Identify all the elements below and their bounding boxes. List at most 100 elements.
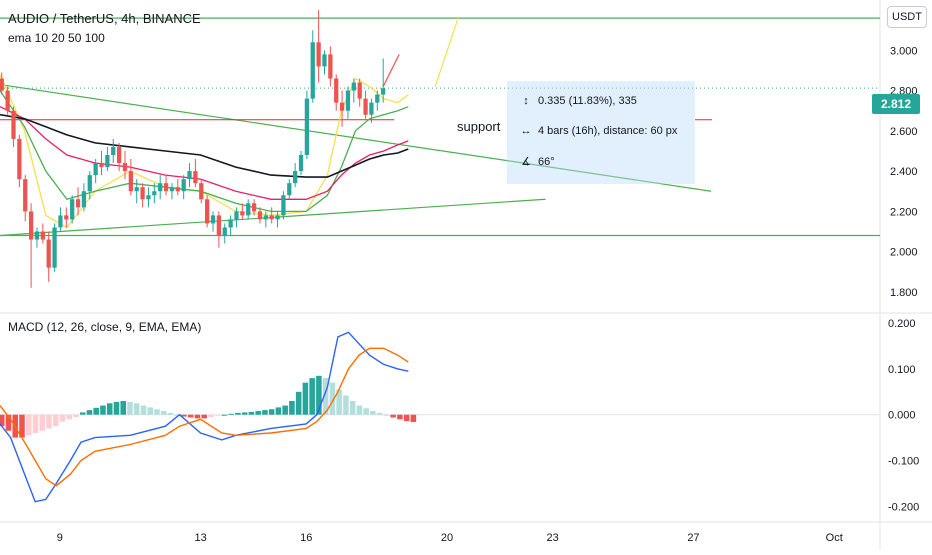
candle-body — [269, 215, 274, 220]
candle-body — [181, 179, 186, 192]
candle-body — [0, 78, 4, 91]
macd-histogram-bar — [241, 412, 248, 415]
candle-body — [357, 82, 362, 99]
macd-histogram-bar — [160, 411, 167, 415]
candle-body — [246, 203, 251, 216]
candle-body — [322, 54, 327, 67]
candle-body — [257, 211, 263, 220]
candle-body — [152, 191, 157, 196]
macd-histogram-bar — [295, 391, 302, 415]
ema-line — [0, 113, 409, 178]
macd-histogram-bar — [113, 401, 120, 415]
measure-angle-row: ∡ 66° — [519, 155, 555, 168]
candle-body — [175, 187, 180, 192]
signal-line — [0, 347, 409, 487]
candle-body — [216, 215, 222, 236]
candle-body — [158, 183, 163, 192]
time-tick-label: 23 — [547, 532, 559, 544]
macd-histogram-bar — [25, 414, 32, 436]
time-tick-label: 20 — [441, 532, 453, 544]
price-tick-label: 2.600 — [890, 126, 918, 138]
candle-body — [146, 195, 151, 200]
candle-body — [75, 199, 81, 208]
candle-body — [251, 203, 257, 212]
macd-histogram-bar — [73, 414, 79, 417]
angle-icon: ∡ — [521, 156, 531, 168]
macd-histogram-bar — [370, 411, 376, 415]
macd-histogram-bar — [343, 395, 349, 415]
macd-pane — [0, 331, 880, 503]
candle-body — [228, 219, 233, 228]
macd-histogram-bar — [0, 414, 5, 427]
measure-bars-row: ↔ 4 bars (16h), distance: 60 px — [519, 125, 678, 137]
candle-body — [64, 215, 69, 220]
price-tick-label: 2.000 — [890, 247, 918, 259]
macd-histogram-bar — [268, 409, 275, 415]
macd-histogram-bar — [397, 414, 403, 420]
candle-body — [281, 195, 286, 216]
candle-body — [23, 179, 28, 212]
candle-body — [5, 90, 10, 111]
macd-line — [0, 331, 409, 503]
macd-legend[interactable]: MACD (12, 26, close, 9, EMA, EMA) — [8, 320, 202, 334]
price-tick-label: 2.400 — [890, 166, 918, 178]
candle-body — [210, 215, 216, 224]
support-label[interactable]: support — [457, 119, 501, 134]
macd-histogram-bar — [32, 414, 39, 434]
candle-body — [163, 183, 169, 192]
macd-histogram-bar — [140, 405, 147, 415]
candle-body — [369, 102, 374, 115]
candle-body — [275, 215, 280, 220]
vertical-range-icon: ↕ — [523, 95, 529, 107]
candle-body — [140, 187, 145, 200]
candle-body — [375, 94, 380, 103]
measure-bars-text: 4 bars (16h), distance: 60 px — [538, 125, 678, 137]
macd-histogram-bar — [282, 405, 288, 415]
current-price-badge: 2.812 — [872, 94, 920, 114]
macd-histogram-bar — [5, 414, 12, 431]
candle-body — [310, 42, 315, 99]
measure-tool-box[interactable]: ↕ 0.335 (11.83%), 335 ↔ 4 bars (16h), dist… — [507, 81, 695, 184]
candle-body — [81, 191, 87, 208]
candle-body — [128, 171, 133, 192]
macd-histogram-bar — [255, 411, 261, 415]
candle-body — [298, 154, 304, 172]
macd-histogram-bar — [39, 414, 46, 431]
candle-body — [34, 231, 40, 240]
macd-histogram-bar — [228, 413, 234, 415]
candle-body — [316, 42, 321, 67]
currency-button[interactable]: USDT — [887, 6, 927, 28]
measure-price-row: ↕ 0.335 (11.83%), 335 — [519, 95, 637, 107]
macd-histogram-bar — [120, 400, 126, 415]
macd-histogram-bar — [133, 403, 140, 415]
macd-histogram-bar — [194, 414, 201, 419]
macd-tick-label: 0.200 — [888, 318, 916, 330]
macd-histogram-bar — [289, 400, 295, 415]
candle-body — [345, 90, 351, 111]
macd-histogram-bar — [19, 414, 25, 438]
macd-histogram-bar — [187, 414, 194, 418]
candle-body — [334, 78, 339, 103]
macd-histogram-bar — [174, 414, 180, 416]
macd-histogram-bar — [106, 403, 113, 415]
macd-tick-label: 0.100 — [888, 364, 916, 376]
macd-histogram-bar — [363, 408, 369, 415]
candle-body — [99, 163, 104, 168]
measure-price-text: 0.335 (11.83%), 335 — [538, 95, 637, 107]
candle-body — [11, 110, 16, 139]
macd-tick-label: 0.000 — [888, 410, 916, 422]
time-tick-label: 16 — [300, 532, 312, 544]
macd-histogram-bar — [316, 375, 322, 415]
macd-histogram-bar — [356, 405, 363, 415]
candle-body — [287, 183, 292, 196]
candle-body — [17, 138, 22, 180]
candle-body — [234, 211, 239, 220]
macd-histogram-bar — [100, 405, 106, 415]
macd-histogram-bar — [147, 407, 153, 415]
macd-histogram-bar — [181, 414, 187, 417]
ema-legend[interactable]: ema 10 20 50 100 — [8, 31, 105, 45]
macd-histogram-bar — [248, 411, 255, 415]
price-pane — [0, 10, 880, 288]
price-tick-label: 3.000 — [890, 45, 918, 57]
